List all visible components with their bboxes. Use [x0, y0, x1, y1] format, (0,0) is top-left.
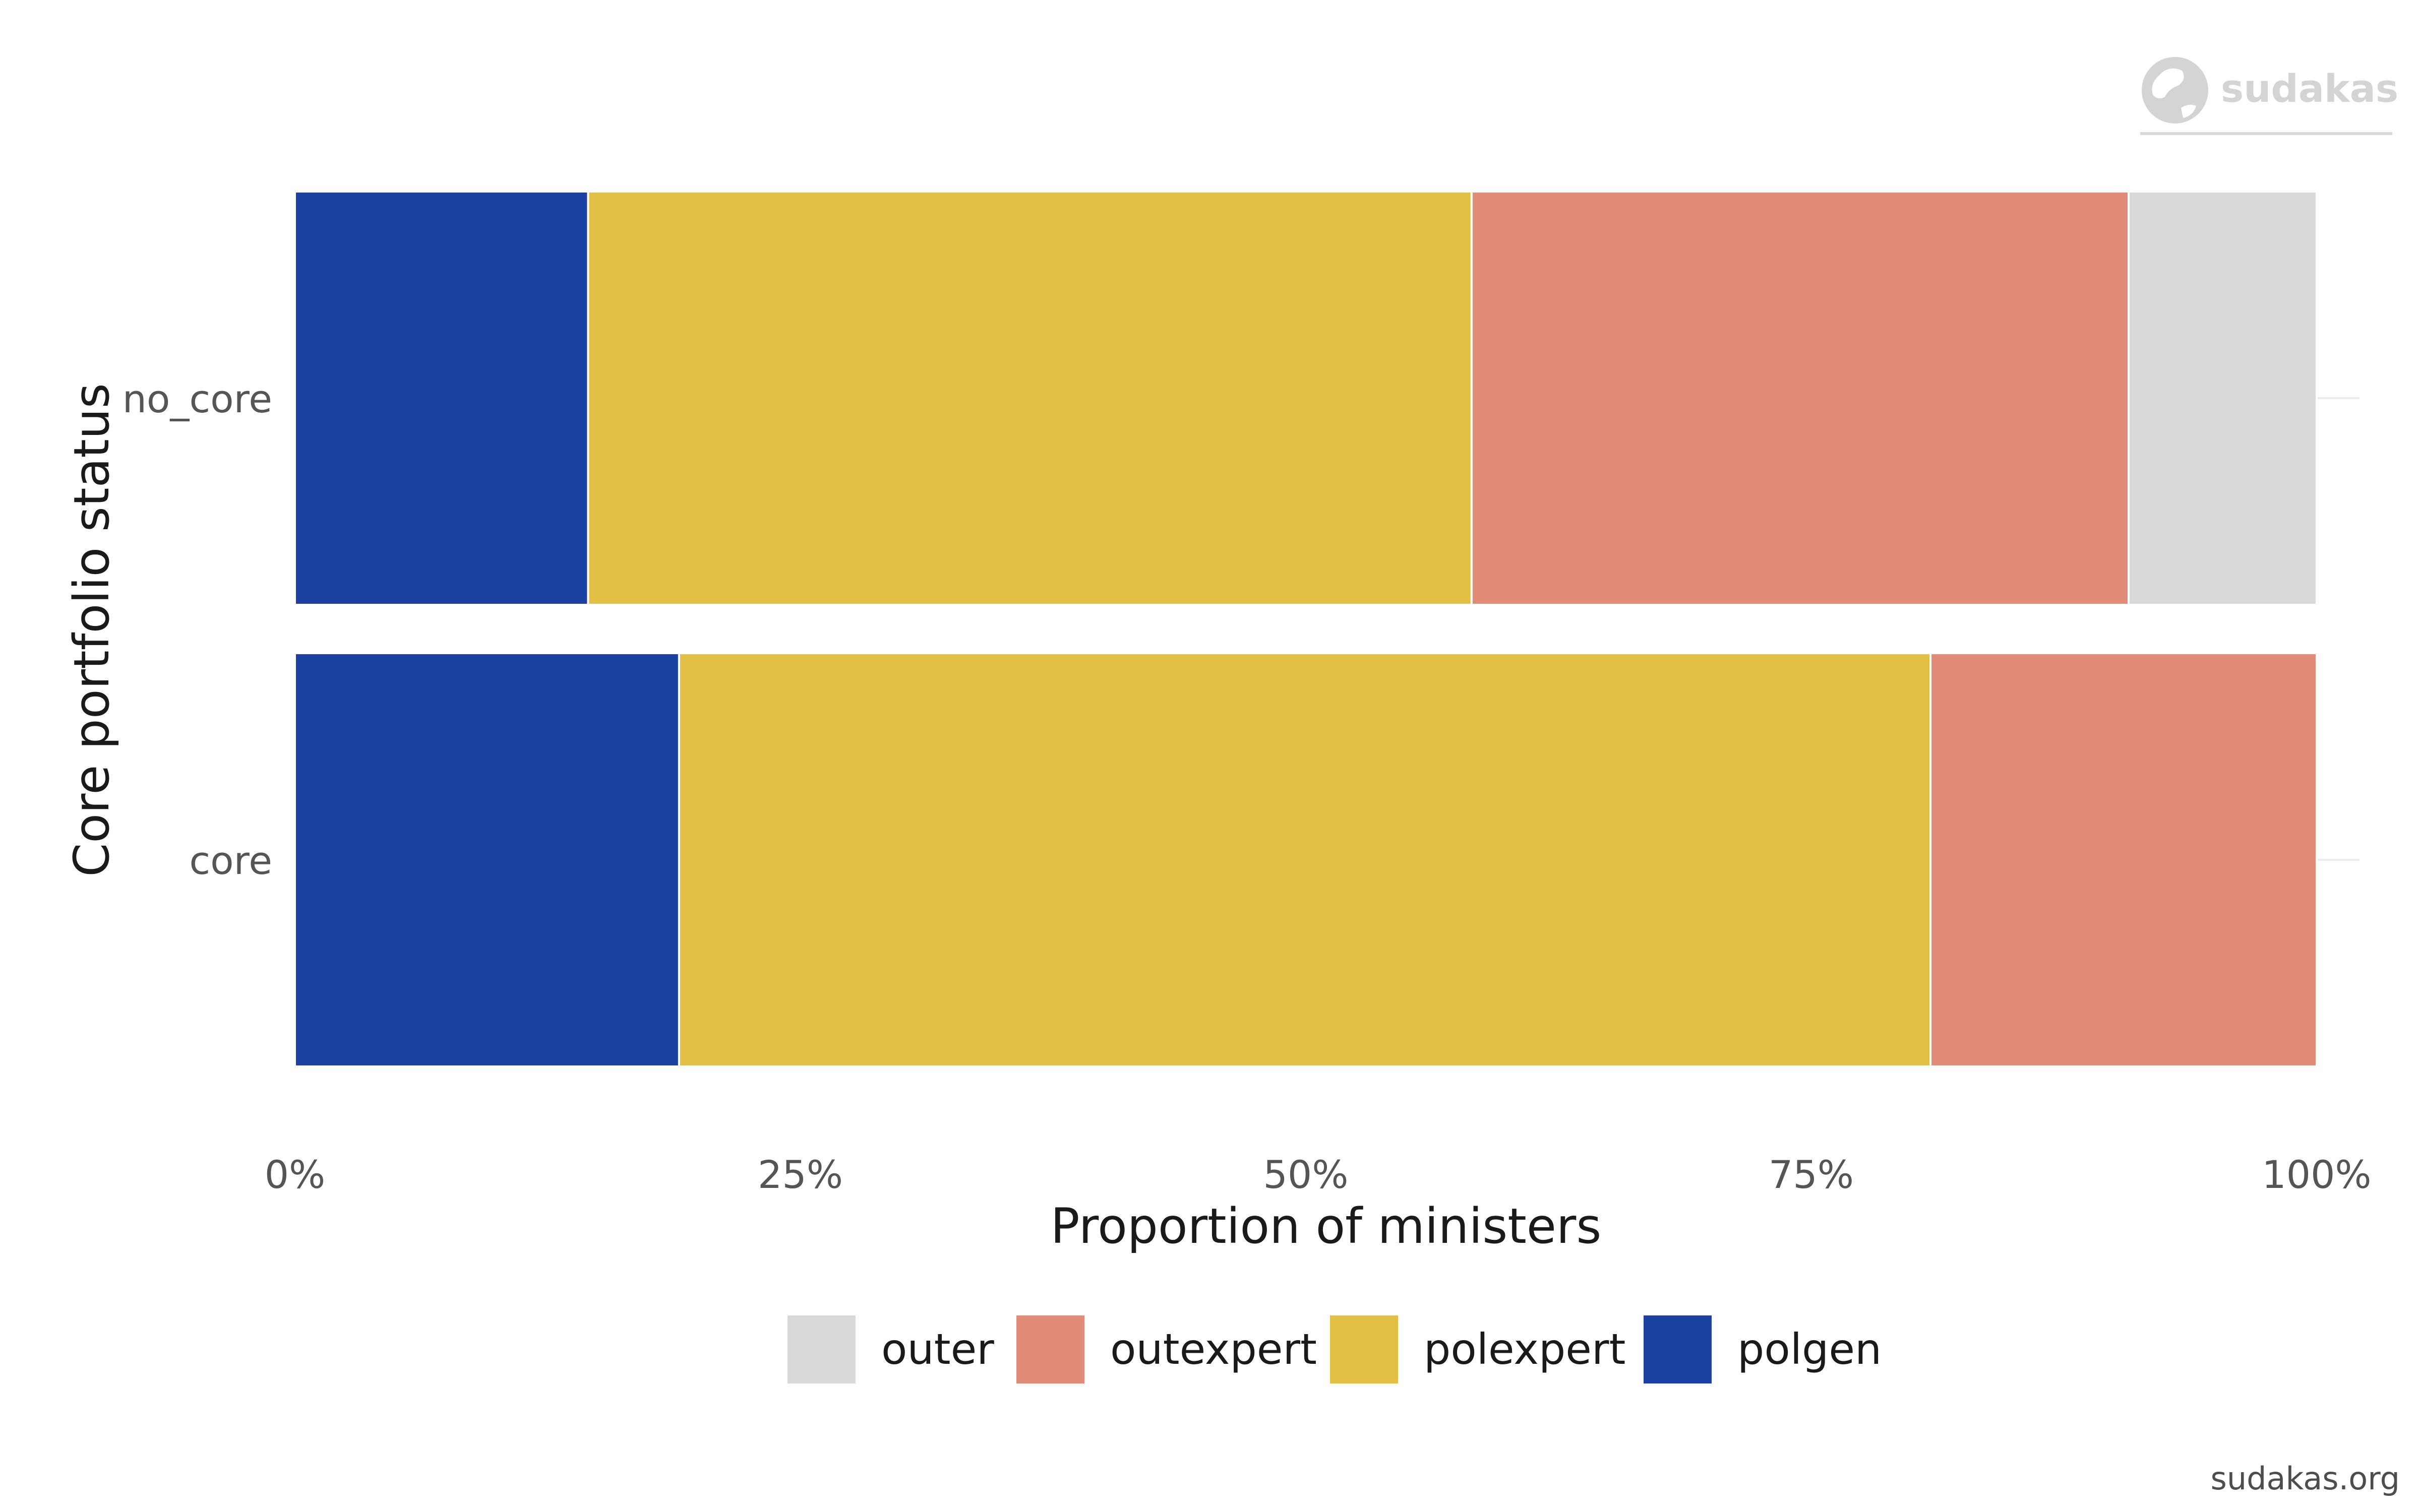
legend-label-outer: outer	[881, 1325, 994, 1374]
y-tick-label-no_core: no_core	[123, 376, 272, 421]
legend-key-outexpert	[1016, 1315, 1084, 1383]
x-tick-label: 100%	[2262, 1152, 2371, 1197]
x-tick-label: 75%	[1769, 1152, 1854, 1197]
x-tick-label: 50%	[1263, 1152, 1349, 1197]
x-tick-label: 25%	[758, 1152, 843, 1197]
brand-logo-text: sudakas	[2221, 66, 2398, 111]
y-tick-label-core: core	[189, 838, 272, 883]
legend: outer outexpert polexpert polgen	[788, 1315, 1882, 1383]
legend-label-polgen: polgen	[1737, 1325, 1882, 1374]
globe-icon	[2142, 57, 2208, 123]
legend-label-polexpert: polexpert	[1424, 1325, 1625, 1374]
bar-no_core-outer	[2128, 191, 2318, 606]
bar-core-outexpert	[1929, 652, 2318, 1067]
y-axis-title: Core portfolio status	[64, 383, 120, 877]
legend-key-outer	[788, 1315, 856, 1383]
bar-no_core-polgen	[294, 191, 589, 606]
bar-no_core-outexpert	[1470, 191, 2130, 606]
bar-no_core-polexpert	[587, 191, 1473, 606]
bar-core-polexpert	[678, 652, 1932, 1067]
x-tick-label: 0%	[265, 1152, 326, 1197]
x-axis-title: Proportion of ministers	[1051, 1198, 1602, 1254]
x-tick-labels: 0% 25% 50% 75% 100%	[265, 1152, 2372, 1197]
brand-logo: sudakas	[2140, 57, 2398, 135]
legend-label-outexpert: outexpert	[1110, 1325, 1317, 1374]
legend-key-polexpert	[1330, 1315, 1398, 1383]
legend-key-polgen	[1644, 1315, 1712, 1383]
bars	[294, 191, 2318, 1067]
bar-core-polgen	[294, 652, 680, 1067]
footer-url: sudakas.org	[2211, 1460, 2400, 1497]
